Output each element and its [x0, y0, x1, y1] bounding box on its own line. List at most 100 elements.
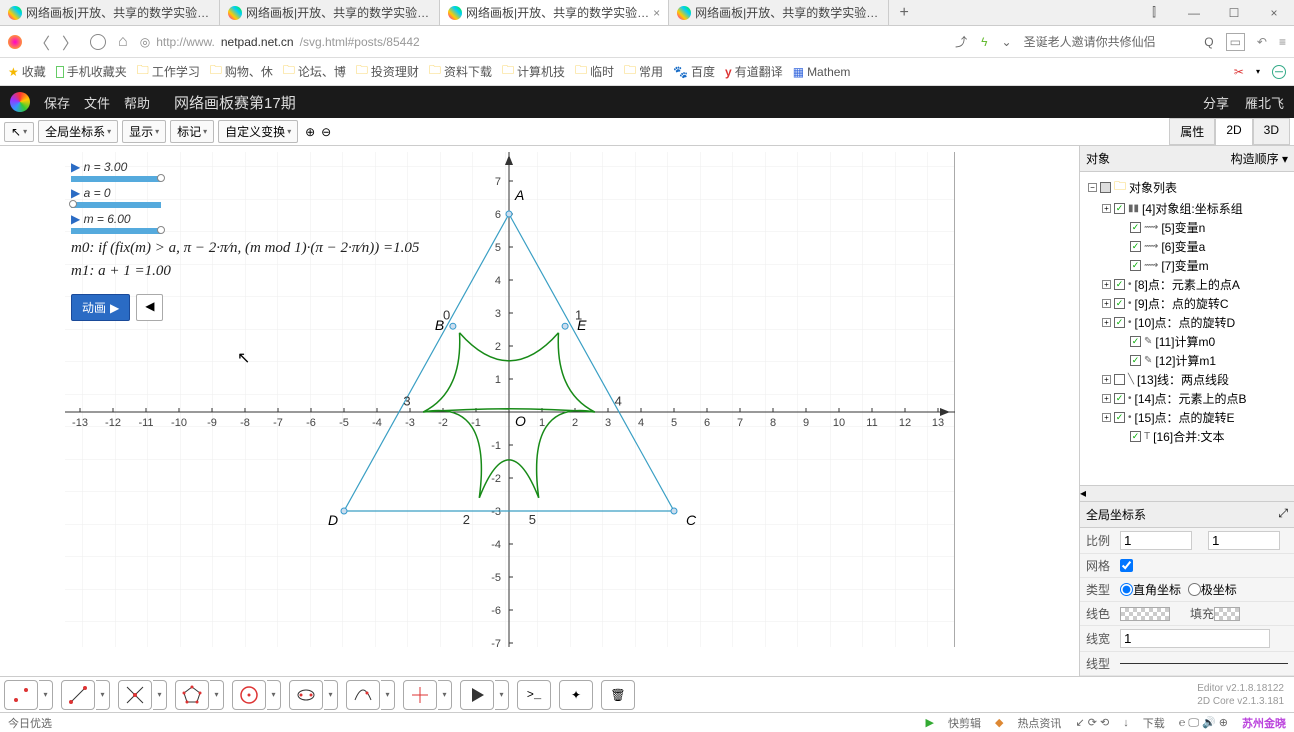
dd[interactable]: ▾	[438, 680, 452, 710]
scale-y-input[interactable]	[1208, 531, 1280, 550]
play-icon[interactable]: ▶	[926, 716, 934, 729]
status-hot[interactable]: 热点资讯	[1017, 715, 1061, 731]
tab-3d[interactable]: 3D	[1253, 118, 1290, 145]
play-button[interactable]: 动画▶	[71, 294, 130, 321]
forward-button[interactable]: 〉	[62, 30, 78, 54]
site-info-icon[interactable]: ◎	[140, 35, 150, 49]
tree-row[interactable]: ✓⟿[6]变量a	[1082, 237, 1292, 256]
tree-row[interactable]: +✓•[10]点：点的旋转D	[1082, 313, 1292, 332]
dd[interactable]: ▾	[39, 680, 53, 710]
dd[interactable]: ▾	[267, 680, 281, 710]
canvas[interactable]: -13-12-11-10-9-8-7-6-5-4-3-2-11234567891…	[65, 152, 955, 647]
radio-polar[interactable]	[1188, 583, 1201, 596]
block-icon[interactable]	[1272, 65, 1286, 79]
hot-icon[interactable]: ◆	[995, 716, 1003, 729]
reverse-button[interactable]: ◀	[136, 294, 163, 321]
flash-icon[interactable]: ϟ	[981, 35, 987, 49]
zoom-in-button[interactable]: ⊕	[302, 124, 318, 140]
polygon-tool[interactable]	[175, 680, 209, 710]
window-maximize-icon[interactable]: ☐	[1214, 0, 1254, 25]
zoom-out-button[interactable]: ⊖	[318, 124, 334, 140]
reload-button[interactable]	[90, 34, 106, 50]
status-clip[interactable]: 快剪辑	[948, 715, 981, 731]
slider-m[interactable]	[71, 228, 161, 234]
status-today[interactable]: 今日优选	[8, 715, 52, 731]
menu-icon[interactable]: ≡	[1279, 35, 1286, 49]
line-style-select[interactable]	[1120, 663, 1288, 664]
dd-icon[interactable]: ▾	[1256, 67, 1260, 76]
tree-row[interactable]: ✓✎[11]计算m0	[1082, 332, 1292, 351]
dd[interactable]: ▾	[210, 680, 224, 710]
tab-4[interactable]: 网络画板|开放、共享的数学实验…	[669, 0, 889, 25]
bm-folder-3[interactable]: 🗀论坛、博	[283, 61, 346, 82]
bm-folder-4[interactable]: 🗀投资理财	[356, 61, 419, 82]
undo-icon[interactable]: ↶	[1257, 35, 1267, 49]
dropdown-icon[interactable]: ⌄	[1002, 35, 1012, 49]
tree-row[interactable]: ✓✎[12]计算m1	[1082, 351, 1292, 370]
show-select[interactable]: 显示▾	[122, 120, 166, 143]
line-color-picker[interactable]	[1120, 607, 1170, 621]
search-box[interactable]: 圣诞老人邀请你共修仙侣 Q	[1024, 33, 1214, 50]
dd[interactable]: ▾	[495, 680, 509, 710]
tab-1[interactable]: 网络画板|开放、共享的数学实验…	[0, 0, 220, 25]
bm-folder-1[interactable]: 🗀工作学习	[137, 61, 200, 82]
line-width-input[interactable]	[1120, 629, 1270, 648]
bm-folder-8[interactable]: 🗀常用	[624, 61, 663, 82]
dl-icon[interactable]: ↓	[1123, 717, 1129, 729]
url-input[interactable]: ◎ http://www.netpad.net.cn/svg.html#post…	[140, 35, 943, 49]
fill-color-picker[interactable]	[1214, 607, 1240, 621]
tree-row[interactable]: +✓•[15]点：点的旋转E	[1082, 408, 1292, 427]
menu-help[interactable]: 帮助	[124, 93, 150, 112]
tree-row[interactable]: +✓•[9]点：点的旋转C	[1082, 294, 1292, 313]
status-dl[interactable]: 下载	[1143, 715, 1165, 731]
menu-file[interactable]: 文件	[84, 93, 110, 112]
line-tool[interactable]	[61, 680, 95, 710]
share-button[interactable]: 分享	[1203, 93, 1229, 112]
mark-select[interactable]: 标记▾	[170, 120, 214, 143]
axis-tool[interactable]	[403, 680, 437, 710]
dd[interactable]: ▾	[153, 680, 167, 710]
bm-baidu[interactable]: 🐾百度	[673, 63, 715, 80]
tree-row[interactable]: ✓⟿[7]变量m	[1082, 256, 1292, 275]
menu-save[interactable]: 保存	[44, 93, 70, 112]
magic-tool[interactable]: ✦	[559, 680, 593, 710]
slider-n[interactable]	[71, 176, 161, 182]
bm-folder-5[interactable]: 🗀资料下载	[429, 61, 492, 82]
bm-folder-2[interactable]: 🗀购物、休	[210, 61, 273, 82]
dd[interactable]: ▾	[96, 680, 110, 710]
curve-tool[interactable]	[346, 680, 380, 710]
point-tool[interactable]	[4, 680, 38, 710]
tree-row[interactable]: +✓•[8]点：元素上的点A	[1082, 275, 1292, 294]
coord-select[interactable]: 全局坐标系▾	[38, 120, 118, 143]
close-icon[interactable]: ×	[653, 6, 660, 20]
notes-icon[interactable]: ▭	[1226, 33, 1245, 51]
tree-row[interactable]: ✓⟿[5]变量n	[1082, 218, 1292, 237]
scale-x-input[interactable]	[1120, 531, 1192, 550]
favorites-button[interactable]: ★收藏	[8, 63, 46, 80]
ellipse-tool[interactable]	[289, 680, 323, 710]
bm-mathem[interactable]: ▦Mathem	[793, 65, 851, 79]
search-icon[interactable]: Q	[1204, 35, 1213, 49]
slider-a[interactable]	[71, 202, 161, 208]
play-tool[interactable]	[460, 680, 494, 710]
radio-rect[interactable]	[1120, 583, 1133, 596]
new-tab-button[interactable]: +	[889, 0, 919, 25]
h-scrollbar[interactable]: ◂	[1080, 485, 1294, 501]
transform-select[interactable]: 自定义变换▾	[218, 120, 298, 143]
tree-row[interactable]: +✓•[14]点：元素上的点B	[1082, 389, 1292, 408]
tab-2[interactable]: 网络画板|开放、共享的数学实验…	[220, 0, 440, 25]
window-minimize-icon[interactable]: —	[1174, 0, 1214, 25]
terminal-tool[interactable]: >_	[517, 680, 551, 710]
share-icon[interactable]: ⤴	[955, 33, 967, 50]
tab-3[interactable]: 网络画板|开放、共享的数学实验…×	[440, 0, 669, 25]
trash-tool[interactable]: 🗑	[601, 680, 635, 710]
bm-youdao[interactable]: y有道翻译	[725, 63, 783, 80]
tab-properties[interactable]: 属性	[1169, 118, 1215, 145]
circle-tool[interactable]	[232, 680, 266, 710]
home-button[interactable]: ⌂	[118, 33, 128, 51]
tree-row[interactable]: −🗀对象列表	[1082, 176, 1292, 199]
bm-folder-6[interactable]: 🗀计算机技	[502, 61, 565, 82]
bm-folder-7[interactable]: 🗀临时	[575, 61, 614, 82]
window-close-icon[interactable]: ×	[1254, 0, 1294, 25]
scissors-icon[interactable]: ✂	[1234, 65, 1244, 79]
